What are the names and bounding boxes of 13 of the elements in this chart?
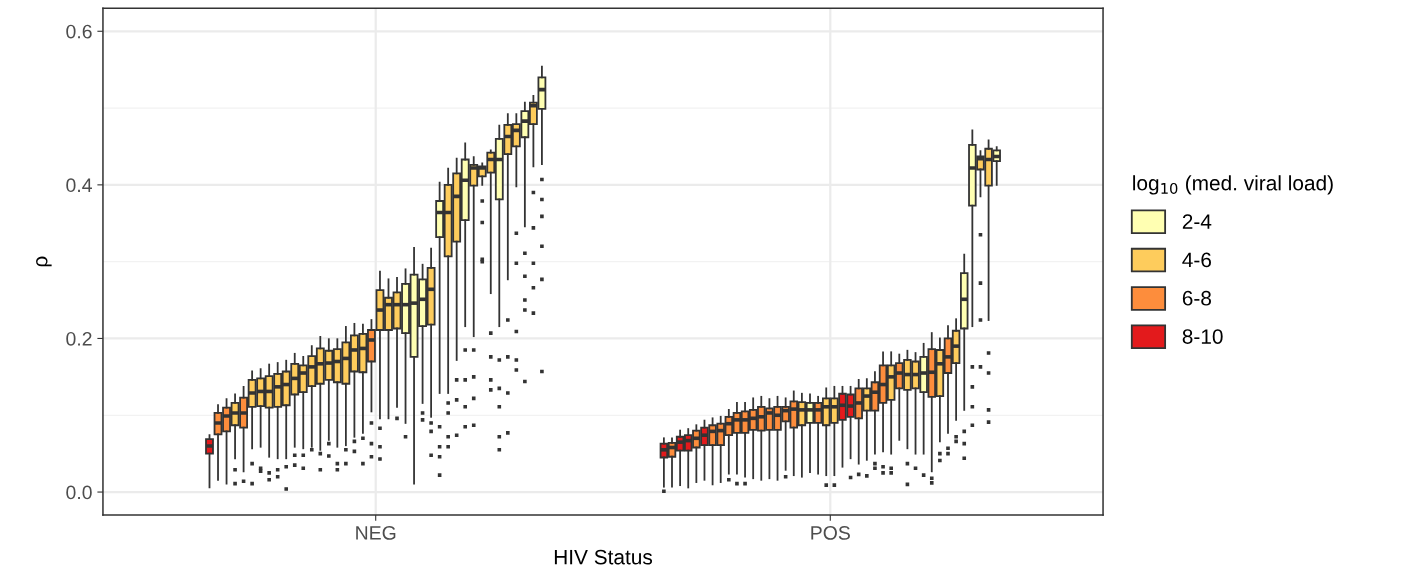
y-axis-title: ρ [36,256,52,267]
legend-label: 2-4 [1182,214,1212,229]
y-tick-label: 0.2 [66,331,92,346]
legend-label: 8-10 [1182,329,1223,344]
y-tick-label: 0.6 [66,24,92,39]
y-tick-label: 0.0 [66,485,92,500]
x-tick-label: NEG [356,526,396,540]
x-tick-label: POS [811,526,850,540]
y-tick-label: 0.4 [66,178,92,193]
x-axis-title: HIV Status [554,549,653,565]
legend-title: log$_{10}$ (med. viral load) [1133,175,1333,195]
legend-label: 4-6 [1182,252,1211,268]
legend-label: 6-8 [1182,290,1211,306]
